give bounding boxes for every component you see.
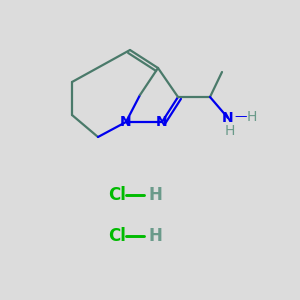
Text: —: —: [235, 110, 247, 124]
Text: H: H: [247, 110, 257, 124]
Text: H: H: [225, 124, 235, 138]
Text: H: H: [148, 227, 162, 245]
Text: Cl: Cl: [108, 227, 126, 245]
Text: N: N: [120, 115, 132, 129]
Text: H: H: [148, 186, 162, 204]
Text: N: N: [156, 115, 168, 129]
Text: Cl: Cl: [108, 186, 126, 204]
Text: N: N: [222, 111, 234, 125]
